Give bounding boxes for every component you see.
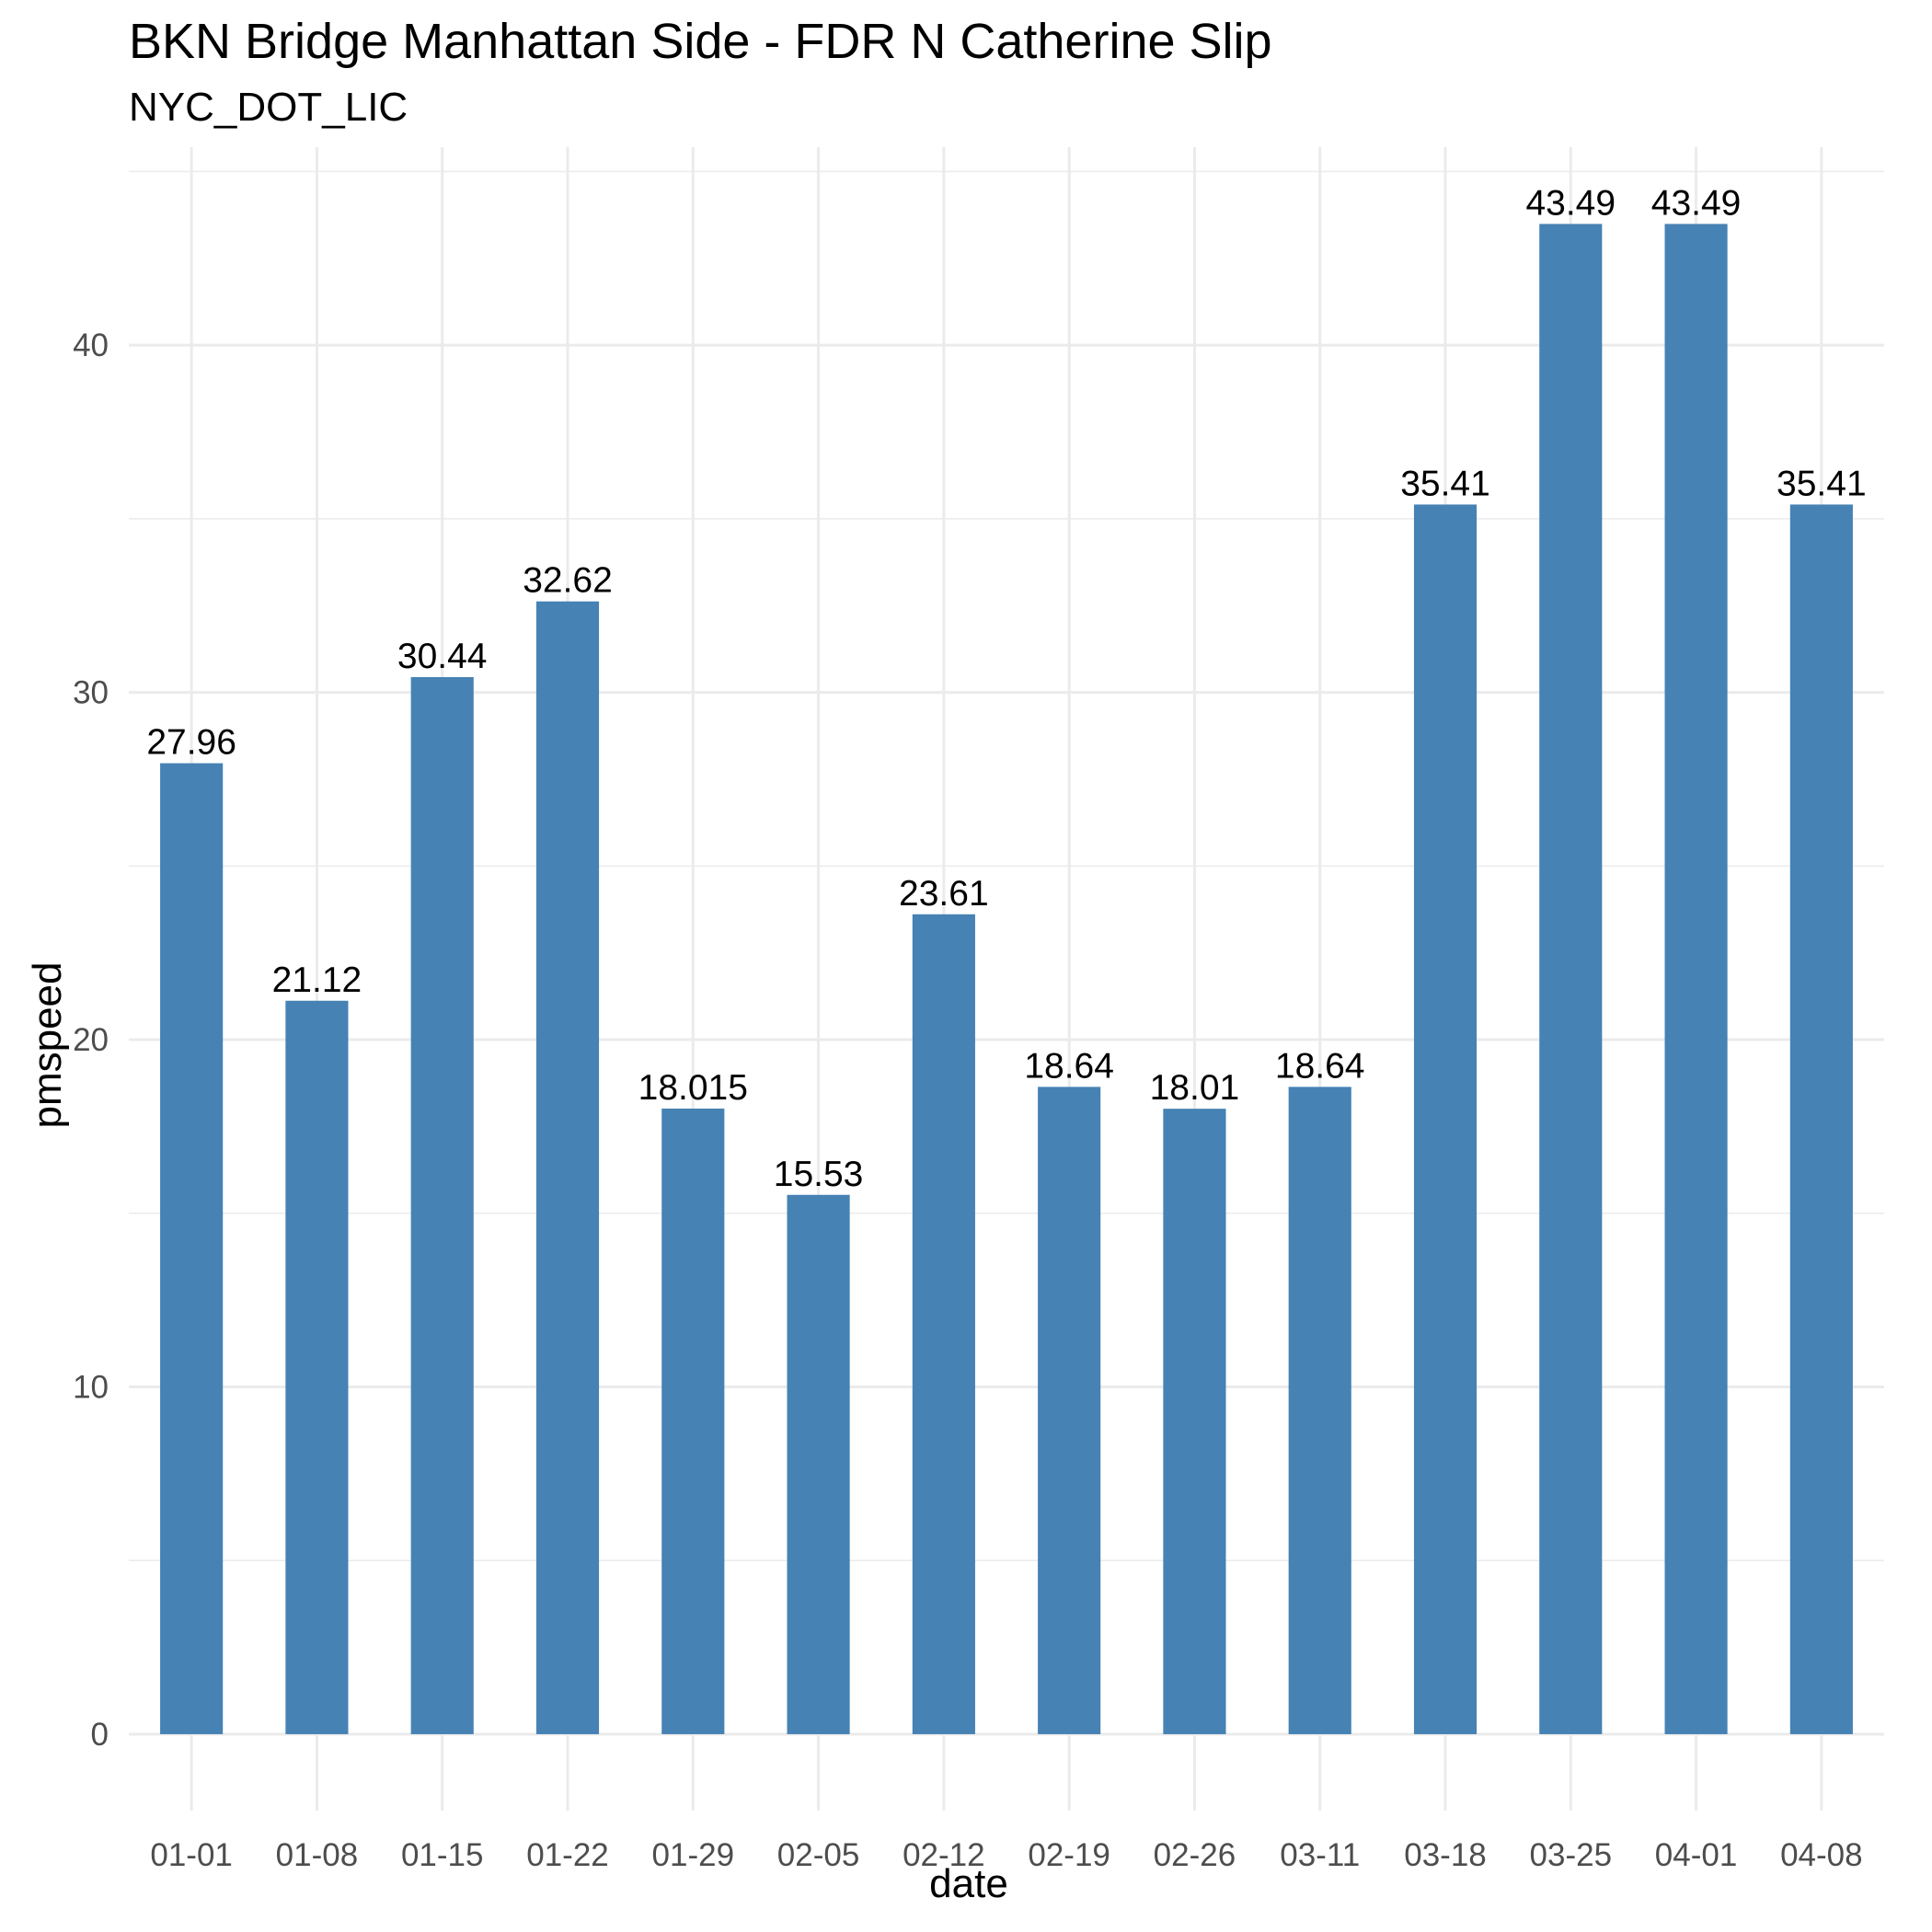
y-axis-ticks: 0 10 20 30 40 [73, 328, 109, 1753]
data-label-01-15: 30.44 [397, 637, 488, 676]
y-tick-label: 10 [73, 1370, 109, 1406]
x-tick-label: 03-18 [1404, 1837, 1487, 1873]
bar-01-01 [160, 763, 224, 1734]
bar-02-12 [912, 914, 975, 1734]
x-tick-label: 02-05 [777, 1837, 860, 1873]
bar-01-08 [285, 1000, 349, 1734]
bar-03-25 [1539, 224, 1603, 1734]
bar-01-22 [535, 601, 600, 1734]
chart-subtitle: NYC_DOT_LIC [129, 85, 408, 130]
data-label-02-19: 18.64 [1024, 1046, 1114, 1086]
data-label-03-18: 35.41 [1400, 464, 1490, 503]
data-label-04-08: 35.41 [1777, 464, 1867, 503]
x-tick-label: 01-08 [276, 1837, 359, 1873]
x-tick-label: 01-29 [652, 1837, 735, 1873]
x-tick-label: 04-01 [1655, 1837, 1738, 1873]
bar-04-08 [1789, 504, 1853, 1734]
bar-04-01 [1664, 224, 1728, 1734]
data-label-03-11: 18.64 [1275, 1046, 1365, 1086]
data-label-02-12: 23.61 [899, 874, 989, 914]
x-tick-label: 03-11 [1280, 1837, 1360, 1873]
data-label-01-29: 18.015 [638, 1068, 748, 1108]
data-label-01-01: 27.96 [146, 723, 236, 763]
data-label-01-08: 21.12 [272, 960, 362, 1000]
bar-02-26 [1163, 1109, 1226, 1734]
bar-01-29 [661, 1108, 725, 1734]
data-label-01-22: 32.62 [523, 561, 613, 601]
data-label-02-26: 18.01 [1150, 1068, 1240, 1108]
x-tick-label: 02-19 [1028, 1837, 1110, 1873]
bars [160, 224, 1853, 1734]
bar-03-11 [1288, 1087, 1351, 1734]
data-labels: 27.96 21.12 30.44 32.62 18.015 15.53 23.61 18.6… [146, 183, 1866, 1193]
y-tick-label: 20 [73, 1022, 109, 1058]
y-tick-label: 0 [91, 1717, 109, 1753]
y-tick-label: 40 [73, 328, 109, 363]
chart-title: BKN Bridge Manhattan Side - FDR N Cather… [129, 14, 1272, 69]
x-tick-label: 02-26 [1154, 1837, 1236, 1873]
x-tick-label: 04-08 [1780, 1837, 1863, 1873]
data-label-02-05: 15.53 [774, 1155, 864, 1194]
x-tick-label: 01-15 [401, 1837, 484, 1873]
bar-03-18 [1413, 504, 1478, 1734]
bar-01-15 [410, 676, 474, 1734]
bar-02-05 [787, 1194, 850, 1734]
x-tick-label: 01-22 [526, 1837, 609, 1873]
x-tick-label: 02-12 [903, 1837, 985, 1873]
y-tick-label: 30 [73, 675, 109, 711]
x-axis-label: date [929, 1861, 1008, 1906]
data-label-03-25: 43.49 [1525, 183, 1616, 223]
x-tick-label: 01-01 [150, 1837, 233, 1873]
bar-02-19 [1038, 1087, 1101, 1734]
x-tick-label: 03-25 [1530, 1837, 1613, 1873]
grid [129, 147, 1884, 1811]
x-axis-ticks: 01-01 01-08 01-15 01-22 01-29 02-05 02-12 02-19… [150, 1837, 1862, 1873]
data-label-04-01: 43.49 [1651, 183, 1742, 223]
